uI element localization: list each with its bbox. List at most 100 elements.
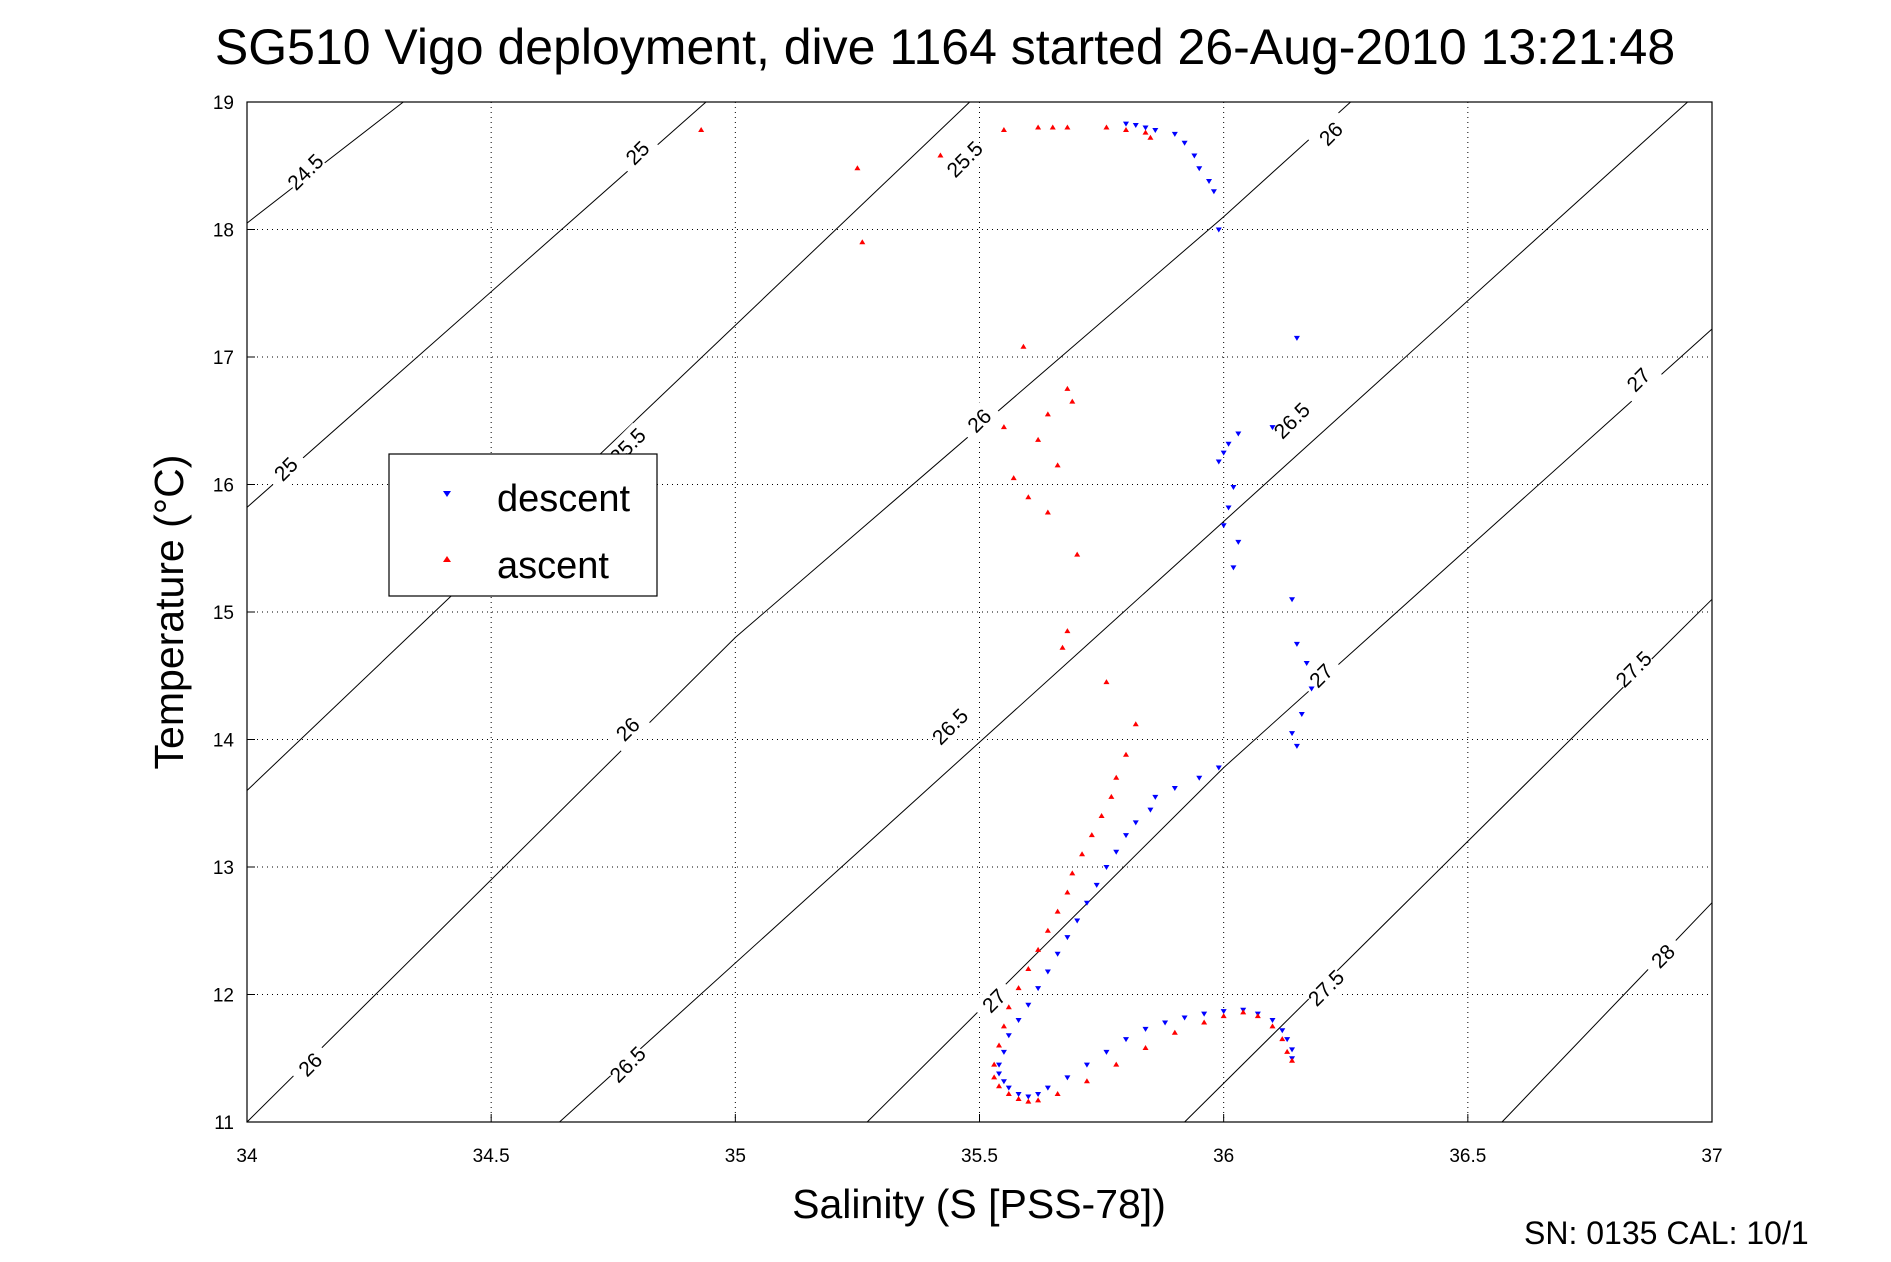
ascent-point bbox=[698, 127, 705, 133]
descent-point bbox=[1025, 1002, 1032, 1008]
descent-point bbox=[1235, 539, 1242, 545]
descent-point bbox=[1279, 1028, 1286, 1034]
grid-lines bbox=[246, 101, 1713, 1123]
descent-point bbox=[1132, 122, 1139, 128]
ascent-point bbox=[1103, 124, 1110, 130]
ascent-point bbox=[1064, 385, 1071, 391]
descent-point bbox=[1044, 969, 1051, 975]
ascent-point bbox=[1025, 494, 1032, 500]
contour-label-mask bbox=[604, 705, 652, 753]
descent-point bbox=[1025, 1094, 1032, 1100]
ascent-point bbox=[1108, 793, 1115, 799]
x-tick-label: 35.5 bbox=[961, 1146, 998, 1167]
y-tick-label: 19 bbox=[213, 93, 234, 114]
ascent-point bbox=[1088, 832, 1095, 838]
x-tick-label: 36.5 bbox=[1449, 1146, 1486, 1167]
ascent-point bbox=[1054, 462, 1061, 468]
descent-point bbox=[1093, 882, 1100, 888]
contour-label: 24.5 bbox=[283, 150, 328, 195]
contour-label-mask bbox=[614, 129, 662, 177]
descent-point bbox=[1220, 523, 1227, 529]
ascent-point bbox=[1000, 424, 1007, 430]
ascent-point bbox=[1142, 129, 1149, 135]
ascent-point bbox=[1269, 1023, 1276, 1029]
descent-point bbox=[1103, 865, 1110, 870]
ascent-point bbox=[1123, 127, 1129, 133]
ascent-point bbox=[996, 1042, 1003, 1048]
contour-label-mask bbox=[926, 703, 974, 751]
contour-label: 26.5 bbox=[928, 705, 973, 750]
contour-label-mask bbox=[941, 136, 989, 183]
descent-point bbox=[1215, 765, 1222, 771]
contour-label-mask bbox=[262, 445, 310, 493]
contour-label-mask bbox=[1307, 110, 1355, 158]
descent-point bbox=[1215, 459, 1222, 465]
ascent-point bbox=[996, 1083, 1003, 1089]
contour-label: 27.5 bbox=[1612, 647, 1657, 692]
descent-point bbox=[1083, 1062, 1090, 1068]
descent-point bbox=[1289, 1047, 1296, 1053]
legend-box bbox=[388, 453, 658, 597]
contour-28 bbox=[1501, 902, 1713, 1123]
y-tick-label: 18 bbox=[213, 221, 234, 242]
descent-point bbox=[996, 1071, 1003, 1077]
descent-point bbox=[1293, 335, 1300, 341]
descent-point bbox=[1196, 775, 1203, 781]
descent-point bbox=[1220, 450, 1227, 456]
ascent-point bbox=[1240, 1009, 1247, 1015]
series-ascent bbox=[698, 124, 1296, 1104]
chart-title: SG510 Vigo deployment, dive 1164 started… bbox=[215, 19, 1675, 75]
contour-24.5 bbox=[246, 101, 404, 224]
ascent-point bbox=[1005, 1090, 1012, 1096]
contour-label-mask bbox=[287, 1041, 334, 1088]
ascent-point bbox=[1098, 813, 1105, 818]
contour-label-mask bbox=[1268, 397, 1316, 445]
ascent-point bbox=[937, 152, 944, 158]
ascent-point bbox=[1171, 1029, 1178, 1035]
contour-label-mask bbox=[1639, 932, 1687, 980]
y-tick-label: 16 bbox=[213, 476, 234, 497]
ascent-point bbox=[1015, 985, 1022, 991]
descent-point bbox=[1147, 807, 1154, 813]
descent-point bbox=[1152, 128, 1159, 134]
ascent-point bbox=[1044, 927, 1051, 933]
descent-point bbox=[1142, 1026, 1149, 1032]
ascent-point bbox=[1113, 1061, 1120, 1067]
ascent-point bbox=[1025, 1098, 1032, 1104]
y-tick-label: 13 bbox=[213, 858, 234, 879]
descent-point bbox=[1005, 1033, 1012, 1039]
ascent-point bbox=[1254, 1013, 1261, 1019]
ascent-point bbox=[1000, 127, 1007, 133]
x-tick-label: 34 bbox=[236, 1146, 258, 1167]
ascent-point bbox=[1020, 343, 1027, 349]
legend: descent ascent bbox=[388, 453, 658, 597]
descent-point bbox=[1123, 121, 1129, 127]
ascent-point bbox=[854, 165, 861, 171]
ascent-point bbox=[1035, 946, 1042, 952]
ascent-point bbox=[1147, 134, 1154, 140]
ascent-point bbox=[1132, 721, 1139, 727]
ascent-point bbox=[1025, 966, 1032, 971]
ascent-point bbox=[1054, 908, 1061, 914]
ascent-point bbox=[1005, 1004, 1012, 1010]
contour-label-mask bbox=[1615, 356, 1663, 404]
descent-point bbox=[1289, 597, 1296, 603]
y-tick-label: 11 bbox=[214, 1113, 234, 1134]
descent-point bbox=[1225, 505, 1232, 511]
descent-point bbox=[1230, 485, 1237, 491]
contour-labels: 24.5 252525.525.52626262626.526.526.52727… bbox=[262, 110, 1687, 1088]
descent-point bbox=[1269, 425, 1276, 431]
ascent-point bbox=[1010, 475, 1017, 481]
descent-point bbox=[1284, 1037, 1291, 1043]
descent-point bbox=[1206, 179, 1213, 185]
contour-25.5 bbox=[246, 101, 971, 791]
legend-descent-marker bbox=[443, 491, 451, 497]
x-tick-label: 35 bbox=[725, 1146, 746, 1167]
descent-point bbox=[1230, 565, 1237, 571]
contour-label-mask bbox=[970, 977, 1018, 1025]
descent-point bbox=[1005, 1085, 1012, 1091]
ascent-point bbox=[1074, 551, 1081, 557]
descent-point bbox=[1293, 641, 1300, 647]
ascent-point bbox=[1083, 1078, 1090, 1084]
